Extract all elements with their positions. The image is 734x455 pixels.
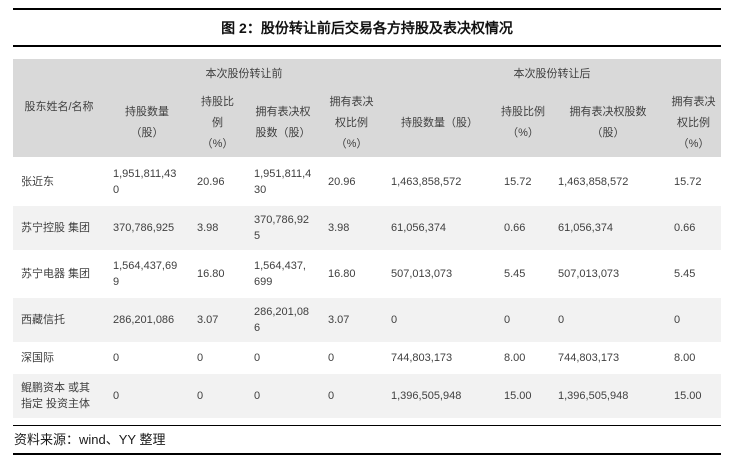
column-header-after-voting-shares: 拥有表决权股数 （股） <box>550 89 666 160</box>
data-cell: 16.80 <box>320 251 383 298</box>
data-cell: 16.80 <box>189 251 246 298</box>
data-cell: 0 <box>189 373 246 420</box>
data-cell: 20.96 <box>189 159 246 206</box>
table-row-suning-holdings: 苏宁控股 集团 370,786,925 3.98 370,786,925 3.9… <box>13 205 721 252</box>
data-cell: 1,396,505,948 <box>550 373 666 420</box>
table-row-tibet-trust: 西藏信托 286,201,086 3.07 286,201,086 3.07 0… <box>13 297 721 344</box>
data-cell: 507,013,073 <box>550 251 666 298</box>
source-top-rule <box>13 424 721 426</box>
column-header-before-voting-pct: 拥有表决 权比例 （%） <box>320 89 383 160</box>
data-cell: 370,786,925 <box>105 205 189 252</box>
header-group-row: 股东姓名/名称 本次股份转让前 本次股份转让后 <box>13 58 721 160</box>
shareholder-name-cell: 鲲鹏资本 或其指定 投资主体 <box>13 373 105 420</box>
data-cell: 0 <box>105 343 189 374</box>
data-cell: 61,056,374 <box>550 205 666 252</box>
shareholder-name-cell: 西藏信托 <box>13 297 105 344</box>
top-rule <box>13 8 721 10</box>
data-cell: 0 <box>496 297 550 344</box>
data-cell: 3.07 <box>320 297 383 344</box>
data-cell: 15.00 <box>666 373 721 420</box>
data-cell: 0.66 <box>496 205 550 252</box>
data-cell: 0 <box>666 297 721 344</box>
data-cell: 15.72 <box>496 159 550 206</box>
data-cell: 61,056,374 <box>383 205 496 252</box>
column-header-before-shares: 持股数量 （股） <box>105 89 189 160</box>
title-underline-rule <box>13 45 721 47</box>
data-cell: 1,396,505,948 <box>383 373 496 420</box>
column-header-before-voting-shares: 拥有表决权 股数（股） <box>246 89 320 160</box>
data-cell: 0 <box>550 297 666 344</box>
data-cell: 0 <box>320 373 383 420</box>
data-cell: 1,564,437,699 <box>246 251 320 298</box>
data-cell: 3.98 <box>189 205 246 252</box>
data-cell: 0 <box>246 373 320 420</box>
shareholder-name-cell: 张近东 <box>13 159 105 206</box>
data-cell: 0 <box>320 343 383 374</box>
data-cell: 1,951,811,430 <box>105 159 189 206</box>
shareholder-name-cell: 苏宁控股 集团 <box>13 205 105 252</box>
data-cell: 286,201,086 <box>246 297 320 344</box>
column-header-after-voting-pct: 拥有表决 权比例 （%） <box>666 89 721 160</box>
shareholding-table: 股东姓名/名称 本次股份转让前 本次股份转让后 持股数量 （股） 持股比 例 （… <box>13 58 721 420</box>
data-cell: 5.45 <box>666 251 721 298</box>
data-cell: 744,803,173 <box>383 343 496 374</box>
shareholder-name-cell: 深国际 <box>13 343 105 374</box>
data-cell: 8.00 <box>666 343 721 374</box>
data-cell: 0 <box>383 297 496 344</box>
data-cell: 15.00 <box>496 373 550 420</box>
data-cell: 0.66 <box>666 205 721 252</box>
data-cell: 15.72 <box>666 159 721 206</box>
data-cell: 1,463,858,572 <box>383 159 496 206</box>
data-cell: 286,201,086 <box>105 297 189 344</box>
data-cell: 1,463,858,572 <box>550 159 666 206</box>
group-header-before-transfer: 本次股份转让前 <box>105 58 383 90</box>
table-row-kunpeng-capital: 鲲鹏资本 或其指定 投资主体 0 0 0 0 1,396,505,948 15.… <box>13 373 721 420</box>
header-columns-row: 持股数量 （股） 持股比 例 （%） 拥有表决权 股数（股） 拥有表决 权比例 … <box>13 89 721 160</box>
data-cell: 5.45 <box>496 251 550 298</box>
data-cell: 370,786,925 <box>246 205 320 252</box>
column-header-after-shares: 持股数量（股） <box>383 89 496 160</box>
shareholder-name-header: 股东姓名/名称 <box>13 58 105 160</box>
data-cell: 1,951,811,430 <box>246 159 320 206</box>
data-cell: 0 <box>246 343 320 374</box>
data-cell: 0 <box>189 343 246 374</box>
data-cell: 3.07 <box>189 297 246 344</box>
data-cell: 20.96 <box>320 159 383 206</box>
data-cell: 0 <box>105 373 189 420</box>
data-cell: 1,564,437,699 <box>105 251 189 298</box>
group-header-after-transfer: 本次股份转让后 <box>383 58 721 90</box>
data-cell: 507,013,073 <box>383 251 496 298</box>
figure-title: 图 2：股份转让前后交易各方持股及表决权情况 <box>221 20 513 36</box>
data-source-note: 资料来源：wind、YY 整理 <box>14 432 166 447</box>
shareholder-name-cell: 苏宁电器 集团 <box>13 251 105 298</box>
data-cell: 3.98 <box>320 205 383 252</box>
data-cell: 8.00 <box>496 343 550 374</box>
bottom-rule <box>13 453 721 455</box>
column-header-after-share-pct: 持股比例 （%） <box>496 89 550 160</box>
table-row-zhangjindong: 张近东 1,951,811,430 20.96 1,951,811,430 20… <box>13 159 721 206</box>
data-cell: 744,803,173 <box>550 343 666 374</box>
table-row-shenzhen-international: 深国际 0 0 0 0 744,803,173 8.00 744,803,173… <box>13 343 721 374</box>
table-row-suning-appliance: 苏宁电器 集团 1,564,437,699 16.80 1,564,437,69… <box>13 251 721 298</box>
column-header-before-share-pct: 持股比 例 （%） <box>189 89 246 160</box>
